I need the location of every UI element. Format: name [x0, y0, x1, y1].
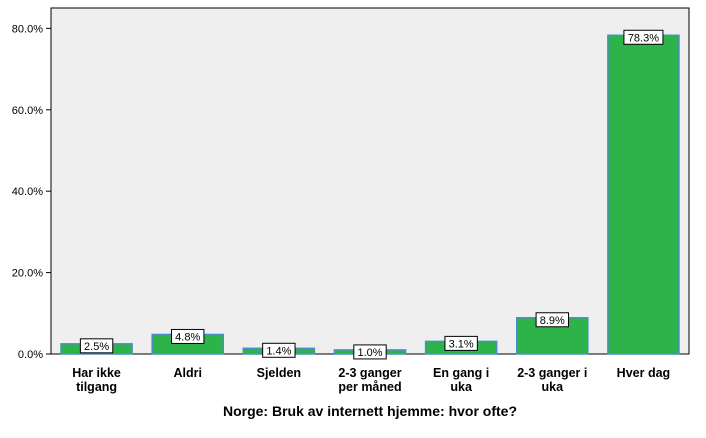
value-label-box: [535, 312, 569, 328]
plot-area: [50, 7, 690, 355]
value-label-box: [623, 29, 664, 45]
value-label: 8.9%: [540, 315, 565, 327]
category-label: En gang i: [433, 366, 489, 380]
y-tick-label: 80.0%: [12, 23, 43, 35]
bars: 2.5% 4.8% 1.4% 1.0% 3.1% 8.9% 78.3%: [60, 29, 680, 360]
category-label: 2-3 ganger: [338, 366, 401, 380]
value-label: 1.4%: [266, 345, 291, 357]
value-label: 78.3%: [628, 32, 659, 44]
value-label-box: [262, 342, 296, 358]
value-label: 2.5%: [84, 341, 109, 353]
y-tick-label: 0.0%: [18, 349, 43, 361]
category-label: 2-3 ganger i: [517, 366, 587, 380]
category-label: Aldri: [173, 366, 201, 380]
category-label: Sjelden: [257, 366, 301, 380]
category-label: uka: [542, 380, 565, 394]
bar: [607, 34, 680, 355]
y-axis: 0.0% 20.0% 40.0% 60.0% 80.0%: [12, 23, 51, 361]
value-label: 3.1%: [449, 338, 474, 350]
value-label: 1.0%: [357, 347, 382, 359]
category-label: Har ikke: [72, 366, 121, 380]
y-tick-label: 20.0%: [12, 268, 43, 280]
category-label: Hver dag: [617, 366, 671, 380]
category-label: per måned: [338, 380, 401, 394]
value-label-box: [79, 338, 114, 354]
value-label-box: [353, 344, 387, 360]
category-label: tilgang: [76, 380, 117, 394]
y-tick-label: 40.0%: [12, 186, 43, 198]
value-label-box: [171, 328, 205, 344]
y-tick-label: 60.0%: [12, 105, 43, 117]
value-label-box: [444, 335, 478, 351]
category-label: uka: [450, 380, 473, 394]
x-axis-title: Norge: Bruk av internett hjemme: hvor of…: [223, 403, 517, 419]
value-label: 4.8%: [175, 331, 200, 343]
